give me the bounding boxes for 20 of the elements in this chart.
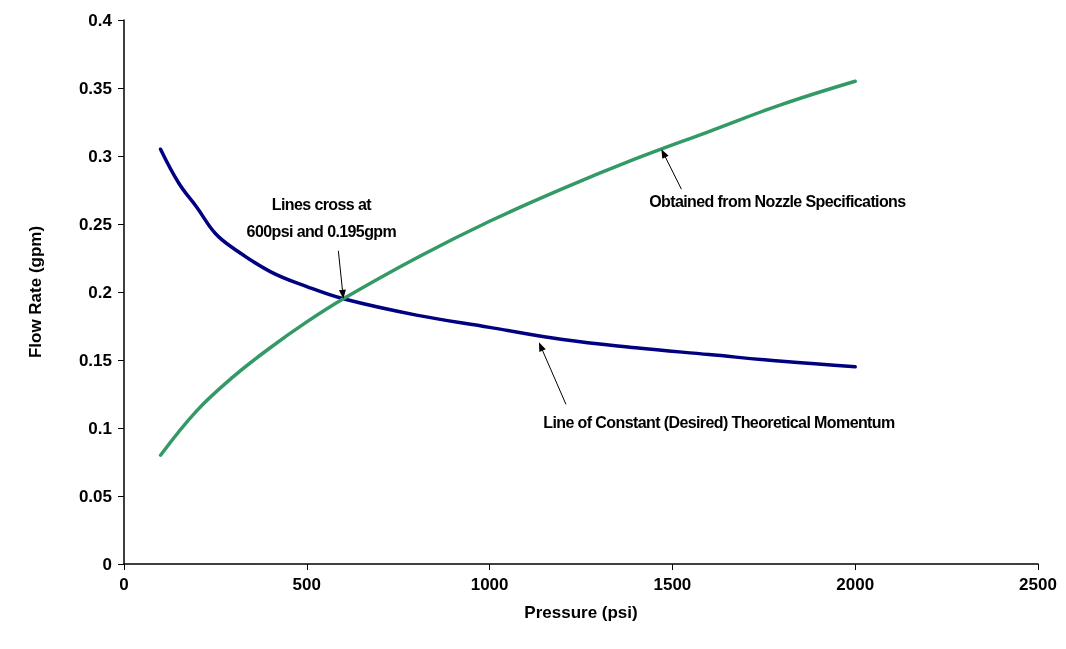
- y-tick-label: 0.1: [88, 418, 112, 438]
- y-tick-label: 0.4: [88, 10, 113, 30]
- y-tick-label: 0.3: [88, 146, 112, 166]
- y-tick-label: 0.2: [88, 282, 112, 302]
- y-tick-label: 0: [102, 554, 112, 574]
- annotation: Obtained from Nozzle Specifications: [648, 192, 907, 213]
- annotation: Lines cross at 600psi and 0.195gpm: [245, 194, 398, 242]
- x-tick-label: 2000: [836, 575, 875, 594]
- y-axis-title: Flow Rate (gpm): [26, 225, 45, 359]
- y-tick-label: 0.25: [78, 214, 112, 234]
- x-tick-label: 1500: [653, 575, 692, 594]
- x-tick-label: 2500: [1019, 575, 1057, 594]
- x-tick-label: 0: [119, 575, 129, 594]
- y-tick-label: 0.15: [78, 350, 112, 370]
- x-tick-label: 500: [292, 575, 321, 594]
- x-tick-label: 1000: [470, 575, 509, 594]
- annotation: Line of Constant (Desired) Theoretical Momentum: [542, 413, 896, 434]
- y-tick-label: 0.35: [78, 78, 112, 98]
- y-tick-label: 0.05: [78, 486, 112, 506]
- x-axis-title: Pressure (psi): [524, 603, 638, 622]
